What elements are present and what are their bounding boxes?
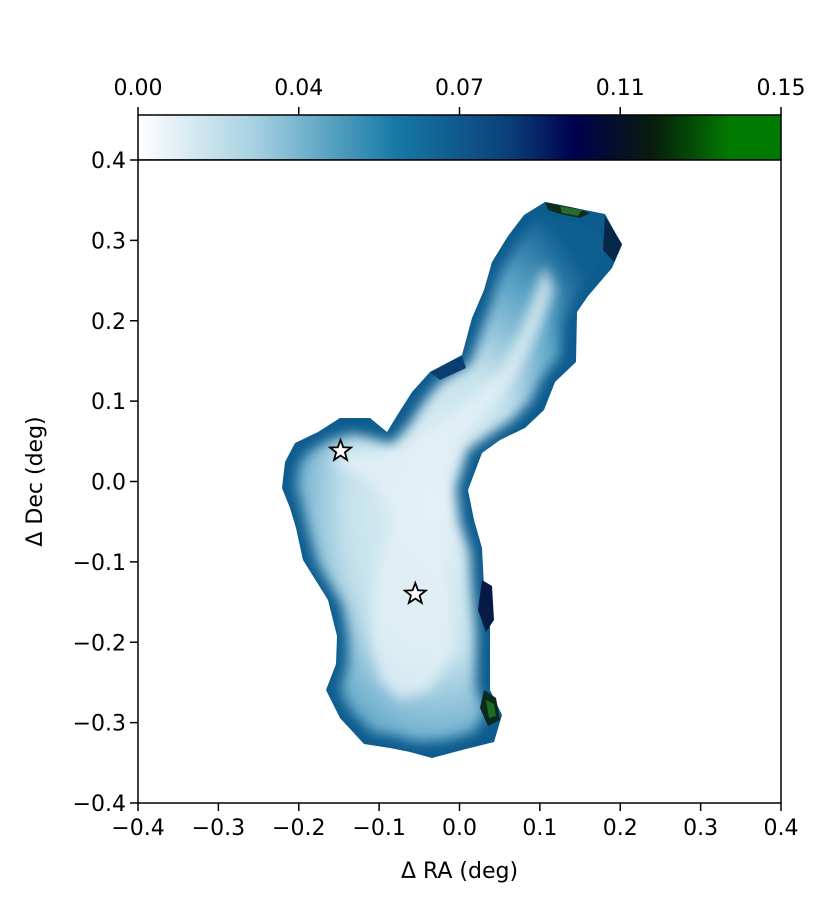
green-patch-bottom xyxy=(486,700,496,718)
x-tick-label: 0.1 xyxy=(522,816,557,841)
y-axis-label: Δ Dec (deg) xyxy=(23,416,48,546)
colorbar-gradient xyxy=(137,114,782,161)
star-marker xyxy=(327,437,354,462)
colorbar-tick-label: 0.04 xyxy=(274,76,323,101)
y-tick-label: −0.1 xyxy=(73,551,126,576)
x-tick-label: −0.1 xyxy=(352,816,405,841)
plot-area: −0.4 −0.3 −0.2 −0.1 0.0 0.1 0.2 0.3 0.4 −0.4 −0.3… xyxy=(73,149,799,841)
x-tick-label: 0.4 xyxy=(764,816,799,841)
x-tick-label: 0.2 xyxy=(603,816,638,841)
x-axis-ticks: −0.4 −0.3 −0.2 −0.1 0.0 0.1 0.2 0.3 0.4 xyxy=(111,803,799,841)
green-patch-top xyxy=(560,206,582,216)
colorbar: 0.00 0.04 0.07 0.11 0.15 xyxy=(114,76,806,161)
colorbar-tick-label: 0.11 xyxy=(596,76,645,101)
x-tick-label: −0.3 xyxy=(192,816,245,841)
x-tick-label: 0.3 xyxy=(683,816,718,841)
y-tick-label: 0.3 xyxy=(91,229,126,254)
heatmap-region xyxy=(282,202,622,758)
y-tick-label: −0.2 xyxy=(73,631,126,656)
colorbar-tick-label: 0.07 xyxy=(435,76,484,101)
dark-patch-top-right xyxy=(603,216,622,262)
x-tick-label: −0.2 xyxy=(272,816,325,841)
y-tick-label: 0.0 xyxy=(91,471,126,496)
x-tick-label: −0.4 xyxy=(111,816,164,841)
y-tick-label: 0.1 xyxy=(91,390,126,415)
dark-patch-right-mid xyxy=(478,580,494,632)
colorbar-tick-label: 0.00 xyxy=(114,76,163,101)
y-tick-label: −0.4 xyxy=(73,792,126,817)
star-markers xyxy=(327,437,429,606)
x-axis-label: Δ RA (deg) xyxy=(401,859,518,884)
x-tick-label: 0.0 xyxy=(442,816,477,841)
dark-patch-left-mid xyxy=(430,356,466,380)
colorbar-tick-label: 0.15 xyxy=(757,76,806,101)
y-axis-ticks: −0.4 −0.3 −0.2 −0.1 0.0 0.1 0.2 0.3 0.4 xyxy=(73,149,138,817)
region-core xyxy=(330,265,555,700)
star-marker xyxy=(402,580,429,606)
colorbar-ticks: 0.00 0.04 0.07 0.11 0.15 xyxy=(114,76,806,115)
y-tick-label: 0.2 xyxy=(91,310,126,335)
y-tick-label: −0.3 xyxy=(73,712,126,737)
y-tick-label: 0.4 xyxy=(91,149,126,174)
